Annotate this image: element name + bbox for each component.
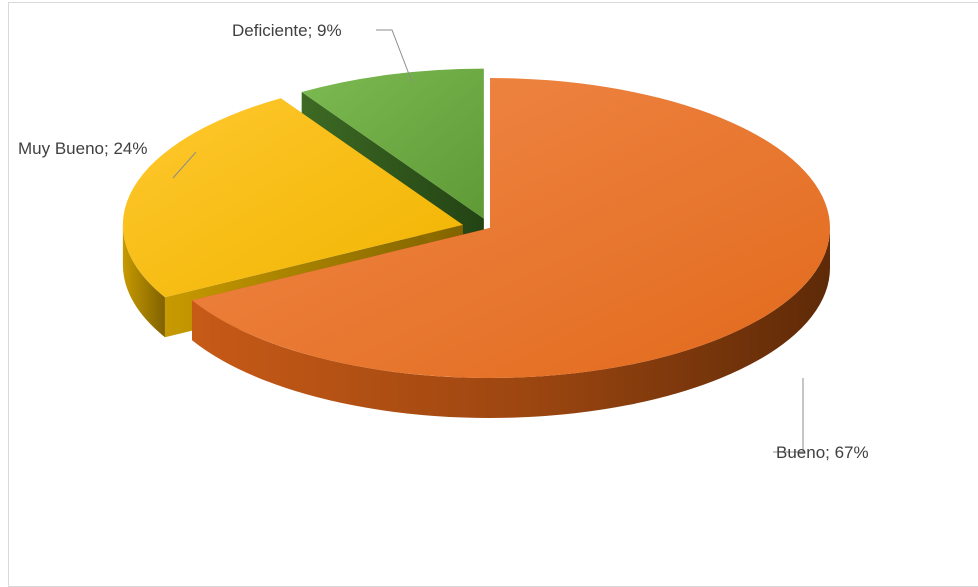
slice-deficiente <box>301 68 484 219</box>
slice-label-deficiente: Deficiente; 9% <box>232 21 342 40</box>
slice-label-muy-bueno: Muy Bueno; 24% <box>18 139 147 158</box>
pie-labels: Deficiente; 9% Muy Bueno; 24% Bueno; 67% <box>18 21 869 462</box>
slice-side-bueno <box>192 228 830 418</box>
slice-muy-bueno <box>122 98 463 298</box>
slice-side-muy-bueno <box>122 224 165 338</box>
pie-chart: Deficiente; 9% Muy Bueno; 24% Bueno; 67% <box>18 21 869 462</box>
pie-slices <box>122 68 831 418</box>
leader-line-muy-bueno <box>172 151 197 179</box>
slice-bueno <box>192 78 831 378</box>
leader-line-deficiente <box>376 29 413 83</box>
leader-line-bueno <box>773 378 804 453</box>
slice-label-bueno: Bueno; 67% <box>776 443 869 462</box>
